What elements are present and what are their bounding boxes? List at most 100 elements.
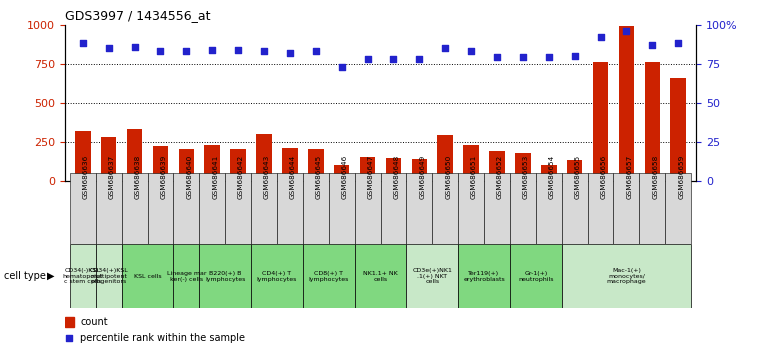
Point: [154, 48, 167, 54]
Bar: [463, 145, 479, 181]
Bar: [199, 244, 251, 308]
Bar: [562, 244, 691, 308]
Bar: [587, 173, 613, 244]
Text: GSM686653: GSM686653: [523, 155, 529, 199]
Point: [103, 45, 115, 51]
Point: [310, 48, 322, 54]
Bar: [432, 173, 458, 244]
Bar: [593, 62, 608, 181]
Point: [543, 55, 555, 60]
Point: [129, 44, 141, 50]
Bar: [412, 159, 427, 181]
Bar: [355, 173, 380, 244]
Bar: [438, 135, 453, 181]
Bar: [510, 173, 536, 244]
Bar: [386, 158, 401, 181]
Bar: [380, 173, 406, 244]
Bar: [122, 244, 174, 308]
Bar: [329, 173, 355, 244]
Text: CD34(-)KSL
hematopoiet
c stem cells: CD34(-)KSL hematopoiet c stem cells: [62, 268, 103, 284]
Bar: [70, 244, 96, 308]
Bar: [251, 244, 303, 308]
Bar: [174, 173, 199, 244]
Point: [646, 42, 658, 48]
Text: GSM686659: GSM686659: [678, 155, 684, 199]
Bar: [101, 137, 116, 181]
Text: CD3e(+)NK1
.1(+) NKT
cells: CD3e(+)NK1 .1(+) NKT cells: [412, 268, 452, 284]
Text: Ter119(+)
erythroblasts: Ter119(+) erythroblasts: [463, 271, 505, 281]
Bar: [536, 173, 562, 244]
Bar: [70, 173, 96, 244]
Bar: [303, 244, 355, 308]
Bar: [562, 173, 587, 244]
Text: ▶: ▶: [47, 271, 55, 281]
Bar: [541, 165, 556, 181]
Point: [258, 48, 270, 54]
Bar: [225, 173, 251, 244]
Text: cell type: cell type: [4, 271, 46, 281]
Bar: [670, 78, 686, 181]
Point: [413, 56, 425, 62]
Text: percentile rank within the sample: percentile rank within the sample: [81, 333, 246, 343]
Text: GSM686654: GSM686654: [549, 155, 555, 199]
Text: KSL cells: KSL cells: [134, 274, 161, 279]
Bar: [308, 149, 323, 181]
Point: [180, 48, 193, 54]
Text: GSM686636: GSM686636: [83, 155, 89, 199]
Text: GSM686638: GSM686638: [135, 155, 141, 199]
Bar: [360, 157, 375, 181]
Text: GSM686655: GSM686655: [575, 155, 581, 199]
Bar: [613, 173, 639, 244]
Point: [439, 45, 451, 51]
Bar: [645, 62, 660, 181]
Text: GSM686644: GSM686644: [290, 155, 296, 199]
Text: GSM686641: GSM686641: [212, 155, 218, 199]
Text: GSM686658: GSM686658: [652, 155, 658, 199]
Bar: [96, 244, 122, 308]
Bar: [355, 244, 406, 308]
Text: CD4(+) T
lymphocytes: CD4(+) T lymphocytes: [256, 271, 297, 281]
Bar: [277, 173, 303, 244]
Point: [465, 48, 477, 54]
Point: [336, 64, 348, 70]
Bar: [231, 149, 246, 181]
Bar: [251, 173, 277, 244]
Text: CD34(+)KSL
multipotent
progenitors: CD34(+)KSL multipotent progenitors: [89, 268, 128, 284]
Bar: [510, 244, 562, 308]
Point: [517, 55, 529, 60]
Bar: [256, 134, 272, 181]
Text: GSM686648: GSM686648: [393, 155, 400, 199]
Text: CD8(+) T
lymphocytes: CD8(+) T lymphocytes: [308, 271, 349, 281]
Text: GSM686647: GSM686647: [368, 155, 374, 199]
Text: GSM686652: GSM686652: [497, 155, 503, 199]
Text: GSM686651: GSM686651: [471, 155, 477, 199]
Point: [387, 56, 400, 62]
Bar: [205, 145, 220, 181]
Point: [491, 55, 503, 60]
Bar: [148, 173, 174, 244]
Bar: [199, 173, 225, 244]
Bar: [75, 131, 91, 181]
Text: Mac-1(+)
monocytes/
macrophage: Mac-1(+) monocytes/ macrophage: [607, 268, 646, 284]
Point: [63, 335, 75, 341]
Bar: [484, 173, 510, 244]
Text: Gr-1(+)
neutrophils: Gr-1(+) neutrophils: [518, 271, 553, 281]
Bar: [567, 160, 582, 181]
Bar: [282, 148, 298, 181]
Bar: [334, 165, 349, 181]
Text: GSM686650: GSM686650: [445, 155, 451, 199]
Text: B220(+) B
lymphocytes: B220(+) B lymphocytes: [205, 271, 245, 281]
Text: GSM686649: GSM686649: [419, 155, 425, 199]
Bar: [179, 149, 194, 181]
Point: [77, 41, 89, 46]
Point: [568, 53, 581, 59]
Text: GSM686645: GSM686645: [316, 155, 322, 199]
Text: GSM686637: GSM686637: [109, 155, 115, 199]
Text: GSM686646: GSM686646: [342, 155, 348, 199]
Text: GSM686640: GSM686640: [186, 155, 193, 199]
Bar: [174, 244, 199, 308]
Bar: [122, 173, 148, 244]
Bar: [489, 151, 505, 181]
Bar: [639, 173, 665, 244]
Bar: [127, 129, 142, 181]
